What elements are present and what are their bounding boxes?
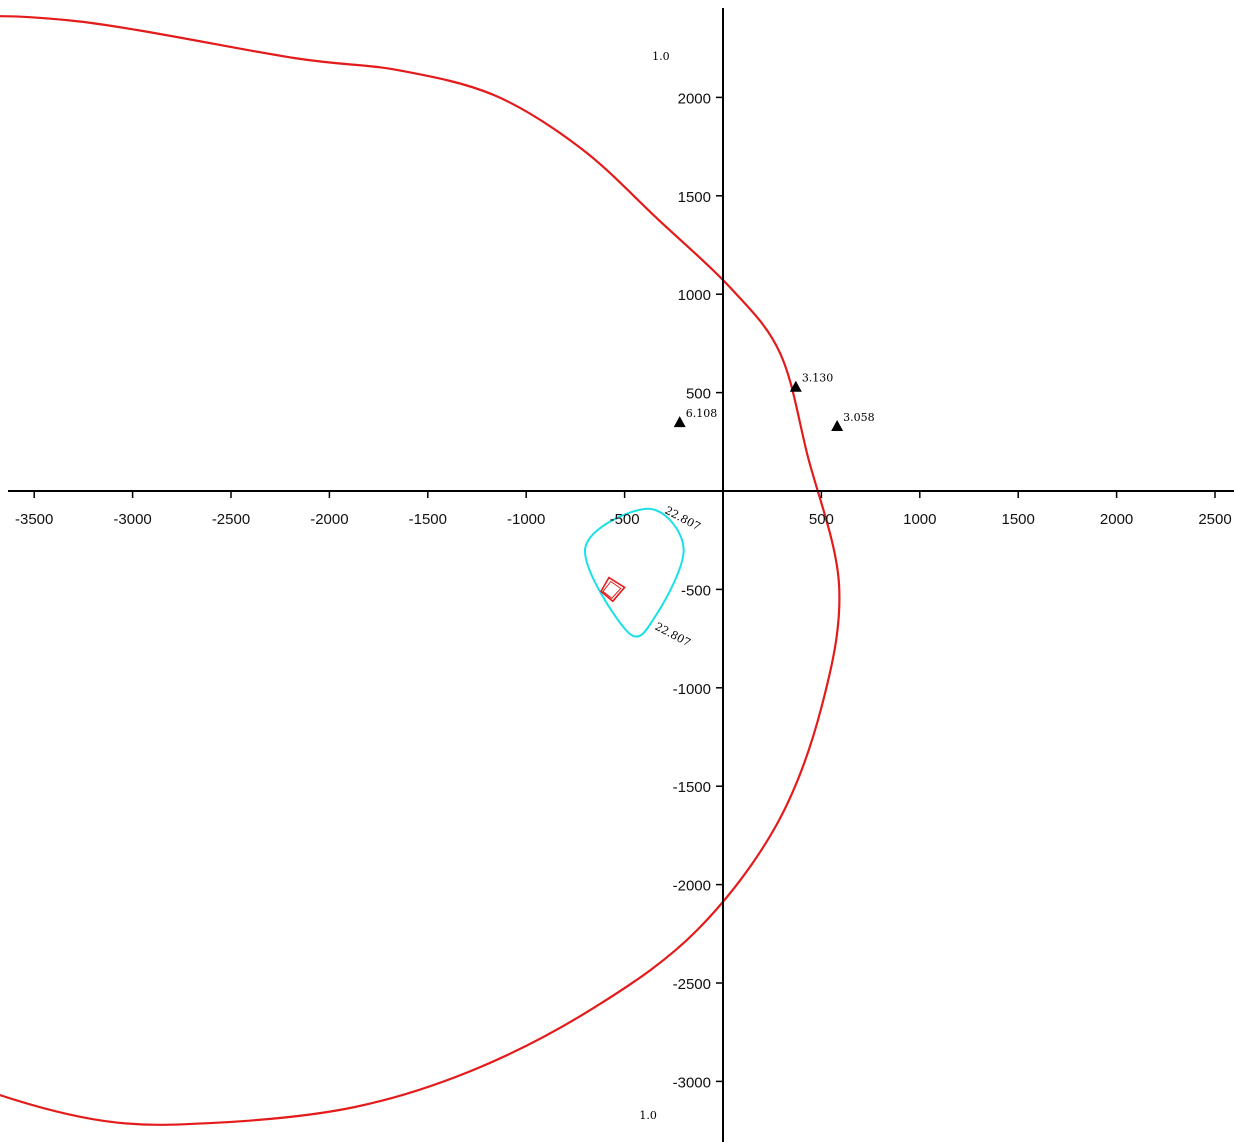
boundary-curve xyxy=(0,15,841,1126)
x-tick-label: -1500 xyxy=(409,511,447,528)
marker-label: 3.058 xyxy=(843,411,875,424)
x-tick-label: 500 xyxy=(809,511,834,528)
red-square xyxy=(599,576,626,603)
triangle-marker xyxy=(789,380,802,392)
x-tick-label: 2500 xyxy=(1198,511,1231,528)
contour-curve xyxy=(584,507,685,638)
x-tick-label: -3500 xyxy=(15,511,53,528)
x-tick-label: -2500 xyxy=(212,511,250,528)
x-tick-label: -500 xyxy=(610,511,640,528)
y-tick-label: -3000 xyxy=(673,1074,711,1091)
boundary-label: 1.0 xyxy=(639,1109,657,1122)
y-tick-label: 1000 xyxy=(678,287,711,304)
marker-label: 6.108 xyxy=(686,407,718,420)
contour-label: 22.807 xyxy=(653,620,693,650)
y-axis-ticks: 2000 1500 1000 500 -500 -1000 -1500 -2000 -2500 -… xyxy=(673,90,723,1091)
y-tick-label: -2000 xyxy=(673,878,711,895)
boundary-curve-layer: 1.0 1.0 xyxy=(0,15,841,1126)
triangle-marker xyxy=(831,420,844,432)
marker-layer: 6.108 3.130 3.058 xyxy=(673,372,875,432)
red-square-inner xyxy=(602,580,622,599)
y-tick-label: 2000 xyxy=(678,90,711,107)
axes-layer xyxy=(8,8,1234,1142)
x-axis-ticks: -3500 -3000 -2500 -2000 -1500 -1000 -500 500 100… xyxy=(15,491,1232,528)
y-tick-label: -2500 xyxy=(673,976,711,993)
x-tick-label: 1500 xyxy=(1002,511,1035,528)
x-tick-label: -3000 xyxy=(113,511,151,528)
y-tick-label: -500 xyxy=(681,582,711,599)
y-tick-label: 500 xyxy=(686,386,711,403)
x-tick-label: 1000 xyxy=(903,511,936,528)
x-tick-label: 2000 xyxy=(1100,511,1133,528)
triangle-marker xyxy=(673,416,686,428)
boundary-label: 1.0 xyxy=(652,50,670,63)
x-tick-label: -2000 xyxy=(310,511,348,528)
y-tick-label: -1500 xyxy=(673,779,711,796)
y-tick-label: 1500 xyxy=(678,189,711,206)
x-tick-label: -1000 xyxy=(507,511,545,528)
y-tick-label: -1000 xyxy=(673,681,711,698)
marker-label: 3.130 xyxy=(802,372,834,385)
